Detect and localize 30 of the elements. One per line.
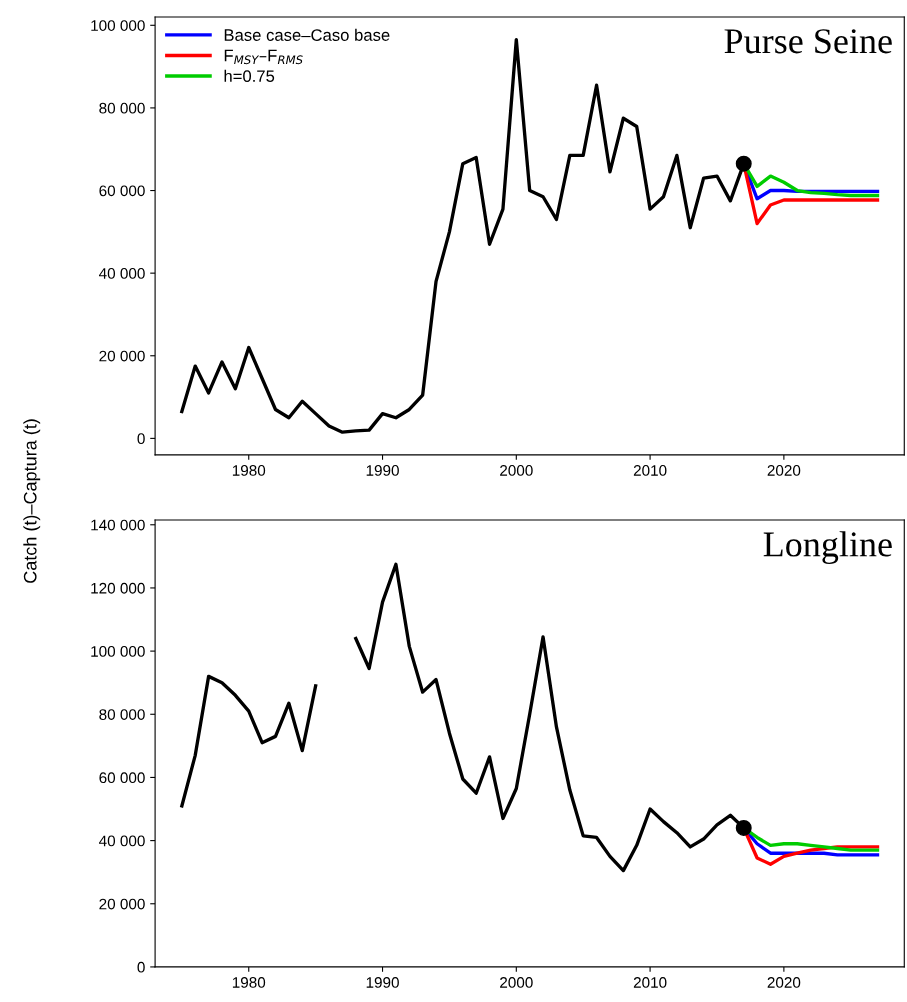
x-tick-label: 2020 [767, 977, 801, 988]
y-tick-label: 120 000 [91, 582, 145, 594]
y-tick-label: 60 000 [99, 185, 145, 197]
legend-label: h=0.75 [224, 69, 275, 83]
y-tick-label: 40 000 [99, 268, 145, 279]
legend-label: Base case–Caso base [224, 28, 390, 41]
x-tick-label: 1990 [366, 465, 399, 476]
chart-title: Purse Seine [724, 29, 892, 54]
x-tick-label: 2000 [500, 465, 533, 476]
x-tick-label: 2010 [633, 977, 667, 988]
y-axis-title: Catch (t)–Captura (t) [23, 419, 41, 583]
y-tick-label: 100 000 [91, 645, 145, 657]
y-tick-label: 40 000 [99, 835, 145, 847]
x-tick-label: 1980 [232, 977, 266, 988]
x-tick-label: 1990 [366, 977, 399, 988]
y-tick-label: 0 [137, 961, 145, 973]
x-tick-label: 2010 [633, 465, 667, 476]
x-tick-label: 2020 [767, 465, 801, 476]
y-tick-label: 60 000 [99, 772, 145, 784]
y-tick-label: 20 000 [99, 898, 145, 910]
chart-title: Longline [763, 531, 892, 565]
x-tick-label: 1980 [232, 465, 266, 476]
x-tick-label: 2000 [500, 977, 533, 988]
y-tick-label: 0 [137, 433, 145, 445]
y-tick-label: 100 000 [91, 20, 145, 31]
y-tick-label: 80 000 [99, 102, 145, 114]
y-tick-label: 140 000 [91, 519, 145, 531]
legend-label: F$_{MSY}$–F$_{RMS}$ [224, 49, 303, 65]
y-tick-label: 80 000 [99, 709, 145, 720]
y-tick-label: 20 000 [99, 350, 145, 362]
